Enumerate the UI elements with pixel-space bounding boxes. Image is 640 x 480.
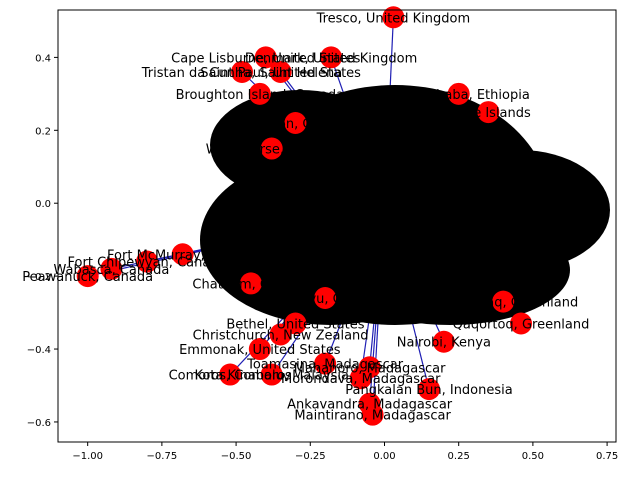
nodes-layer xyxy=(76,6,533,426)
graph-node xyxy=(418,378,441,401)
node-label: Christchurch, New Zealand xyxy=(193,328,369,343)
graph-node xyxy=(248,338,271,361)
graph-node xyxy=(239,272,262,295)
graph-node xyxy=(100,257,123,280)
node-label: Tresco, United Kingdom xyxy=(316,11,471,26)
graph-node xyxy=(248,82,271,105)
graph-node xyxy=(260,363,283,386)
node-label: Kota Kinabalu, Malaysia xyxy=(194,369,349,384)
node-label: Toamasina, Madagascar xyxy=(246,358,404,373)
graph-node xyxy=(219,363,242,386)
graph-node xyxy=(260,137,283,160)
x-tick-label: −0.50 xyxy=(221,451,252,462)
graph-node xyxy=(510,312,533,335)
graph-node xyxy=(254,46,277,69)
graph-node xyxy=(320,46,343,69)
x-axis: −1.00 −0.75 −0.50 −0.25 0.00 0.25 0.50 0.75 xyxy=(72,442,618,462)
node-label: Peawanuck, Canada xyxy=(22,270,153,285)
x-tick-label: −0.25 xyxy=(295,451,326,462)
graph-node xyxy=(284,112,307,135)
node-label: Mahanoro, Madagascar xyxy=(294,361,446,376)
node-label: Morondava, Madagascar xyxy=(281,372,441,387)
graph-node xyxy=(492,290,515,313)
x-tick-label: 0.00 xyxy=(373,451,395,462)
axes-frame xyxy=(57,9,617,443)
x-tick-label: 0.50 xyxy=(522,451,544,462)
node-label: Chatham, Canada xyxy=(192,277,309,292)
graph-node xyxy=(477,101,500,124)
labels-layer: Tresco, United Kingdom Cape Lisburne, Uni… xyxy=(22,11,589,423)
graph-node xyxy=(171,243,194,266)
graph-node xyxy=(269,323,292,346)
node-label: Qaqortoq, Greenland xyxy=(453,318,590,333)
x-tick-label: 0.75 xyxy=(596,451,618,462)
y-tick-label: 0.2 xyxy=(35,126,51,137)
node-label: Nairobi, Kenya xyxy=(397,336,491,351)
x-tick-label: −0.75 xyxy=(147,451,178,462)
node-label: Broughton Island, Canada xyxy=(176,88,345,103)
graph-node xyxy=(314,287,337,309)
y-tick-label: −0.2 xyxy=(27,272,51,283)
node-label: Fort McMurray, Canada xyxy=(107,248,258,263)
node-label: Addis Ababa, Ethiopia xyxy=(388,88,530,103)
node-label: Narsarsuaq, Greenland xyxy=(428,296,578,311)
node-label: Griseton, Canada xyxy=(239,117,352,132)
y-tick-label: −0.4 xyxy=(27,345,51,356)
y-tick-label: 0.0 xyxy=(35,199,51,210)
dense-core-blob xyxy=(430,150,610,270)
graph-node xyxy=(447,82,470,105)
graph-node xyxy=(432,330,455,353)
node-label: Wabasca, Canada xyxy=(54,263,170,278)
y-tick-label: 0.4 xyxy=(35,53,51,64)
node-label: Denmark, United Kingdom xyxy=(245,51,417,66)
x-tick-label: 0.25 xyxy=(448,451,470,462)
node-label: Cape Lisburne, United States xyxy=(171,51,360,66)
node-label: Fort Chipewyan, Canada xyxy=(68,256,227,271)
y-axis: 0.4 0.2 0.0 −0.2 −0.4 −0.6 xyxy=(27,53,58,429)
graph-node xyxy=(314,352,337,375)
graph-node xyxy=(269,60,292,83)
node-label: Emmonak, United States xyxy=(179,343,341,358)
graph-node xyxy=(361,403,384,426)
dense-core-blob xyxy=(210,90,390,200)
node-label: Pangkalan Bun, Indonesia xyxy=(345,383,512,398)
node-label: Saint Paul, United States xyxy=(200,66,361,81)
node-label: Faroe Islands xyxy=(446,106,531,121)
node-label: Bukavu, Congo xyxy=(276,292,374,307)
node-label: Comoros, Comoros xyxy=(169,369,292,384)
graph-node xyxy=(382,6,405,29)
node-label: Bethel, United States xyxy=(226,318,364,333)
graph-node xyxy=(349,367,372,390)
node-label: Whitehorse, Canada xyxy=(206,143,338,158)
x-tick-label: −1.00 xyxy=(72,451,103,462)
y-tick-label: −0.6 xyxy=(27,418,51,429)
node-label: Tristan da Cunha, Saint Helena xyxy=(141,66,342,81)
graph-node xyxy=(76,265,99,288)
node-label: Ankavandra, Madagascar xyxy=(287,398,453,413)
node-label: Maintirano, Madagascar xyxy=(294,409,451,424)
graph-node xyxy=(231,60,254,83)
graph-node xyxy=(136,250,159,273)
